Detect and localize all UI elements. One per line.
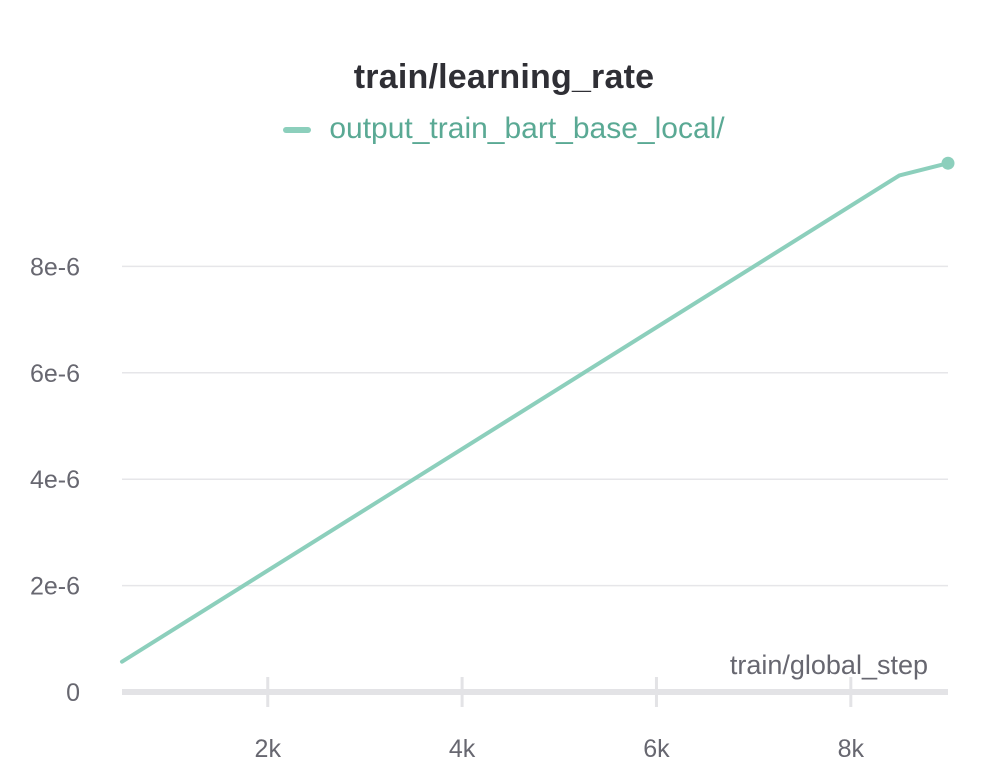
- grid-layer: [122, 265, 948, 587]
- legend: output_train_bart_base_local/: [0, 112, 1008, 146]
- y-tick-label: 6e-6: [30, 360, 80, 388]
- y-tick-label: 8e-6: [30, 253, 80, 281]
- axis-layer: 0 2e-6 4e-6 6e-6 8e-6 2k 4k 6k 8k: [30, 253, 948, 763]
- x-axis-label: train/global_step: [730, 650, 928, 680]
- x-tick-label: 6k: [643, 735, 670, 763]
- legend-swatch-icon: [283, 127, 312, 133]
- y-tick-label: 2e-6: [30, 573, 80, 601]
- series-end-point: [941, 156, 955, 170]
- x-tick-label: 8k: [838, 735, 865, 763]
- legend-label: output_train_bart_base_local/: [329, 112, 725, 145]
- y-tick-label: 4e-6: [30, 466, 80, 494]
- series-line: [120, 161, 950, 664]
- x-tick-label: 2k: [255, 735, 282, 763]
- x-tick-label: 4k: [449, 735, 476, 763]
- y-tick-label: 0: [66, 679, 80, 707]
- chart-title: train/learning_rate: [353, 58, 655, 96]
- series-layer: [120, 156, 955, 664]
